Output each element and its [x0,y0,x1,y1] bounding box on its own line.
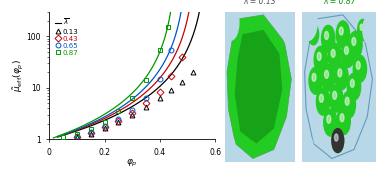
Circle shape [331,49,335,57]
Circle shape [341,40,355,67]
Circle shape [312,73,316,81]
Circle shape [335,134,338,141]
Y-axis label: $\tilde{\mu}_{\mathrm{eff}}(\varphi_p)$: $\tilde{\mu}_{\mathrm{eff}}(\varphi_p)$ [11,59,25,92]
X-axis label: $\varphi_p$: $\varphi_p$ [127,158,138,169]
Circle shape [340,114,344,122]
Circle shape [282,15,296,45]
Circle shape [353,55,367,82]
Circle shape [339,27,343,35]
Circle shape [317,52,321,61]
Polygon shape [235,30,282,143]
Circle shape [336,21,350,48]
Circle shape [308,24,319,45]
Circle shape [358,19,368,40]
Circle shape [325,31,328,39]
Circle shape [222,135,235,165]
Circle shape [363,15,378,45]
Polygon shape [227,15,291,158]
Circle shape [322,25,335,52]
Circle shape [330,85,343,112]
Circle shape [360,24,363,30]
Circle shape [337,108,350,135]
Legend: $\overline{\lambda}$, 0.13, 0.43, 0.65, 0.87: $\overline{\lambda}$, 0.13, 0.43, 0.65, … [54,17,79,56]
Text: λ = 0.87: λ = 0.87 [323,0,356,6]
Circle shape [356,61,360,69]
Polygon shape [305,15,372,158]
Circle shape [338,69,342,77]
Circle shape [350,79,354,87]
Circle shape [332,129,344,152]
Circle shape [324,109,337,136]
Circle shape [309,67,322,94]
Circle shape [327,115,331,123]
Circle shape [349,31,362,58]
Circle shape [325,70,328,78]
Circle shape [335,63,348,90]
Circle shape [364,129,378,165]
Circle shape [328,43,341,70]
Circle shape [319,94,323,102]
Circle shape [299,135,313,165]
Circle shape [222,4,239,40]
Circle shape [333,91,337,99]
Circle shape [342,91,355,118]
Circle shape [352,37,356,46]
Circle shape [332,129,344,152]
Circle shape [347,73,361,100]
Circle shape [322,64,335,91]
Circle shape [344,46,349,54]
Circle shape [316,88,330,115]
Circle shape [311,29,314,35]
Circle shape [345,97,349,105]
Text: λ = 0.13: λ = 0.13 [243,0,276,6]
Circle shape [283,129,300,165]
Circle shape [314,46,327,73]
Circle shape [299,4,317,40]
